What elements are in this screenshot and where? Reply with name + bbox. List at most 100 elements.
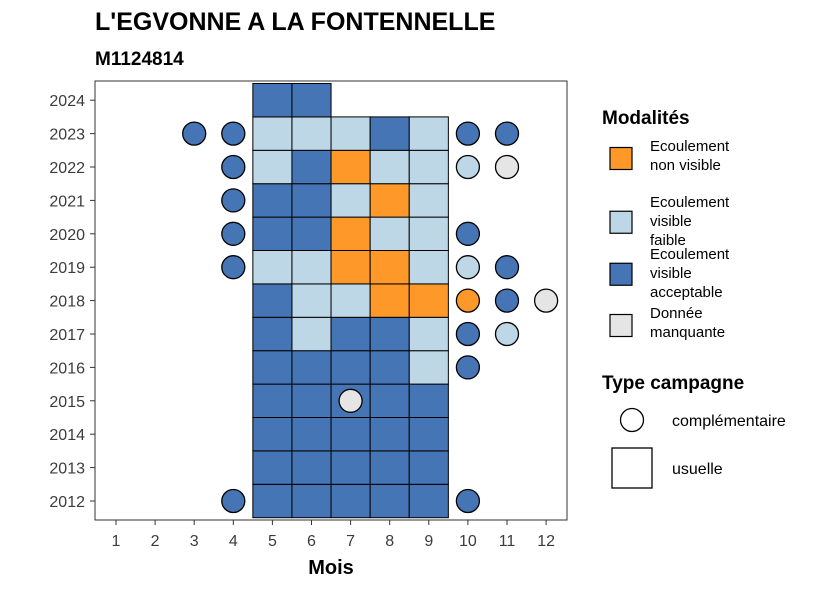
- tile-2015-6: [291, 383, 332, 419]
- point-2022-4: [221, 154, 246, 180]
- x-tick-label: 7: [346, 533, 355, 550]
- legend-item-ecoulement_visible_acceptable: Ecoulement visible acceptable: [609, 246, 730, 301]
- y-tick-label: 2018: [49, 294, 85, 311]
- legend-label: faible: [650, 232, 686, 249]
- tile-2014-8: [369, 417, 410, 452]
- legend-modalites: Ecoulement non visible Ecoulement visible fa…: [609, 138, 730, 341]
- tile-2017-6: [291, 316, 332, 352]
- legend-key-donnee_manquante: [609, 313, 633, 338]
- y-tick-label: 2024: [49, 93, 85, 110]
- legend-label: Ecoulement: [650, 194, 730, 211]
- point-2023-4: [221, 121, 246, 146]
- point-2019-11: [494, 255, 520, 280]
- legend-item-circle: complémentaire: [619, 407, 786, 433]
- point-2018-10: [455, 288, 481, 313]
- tile-2022-8: [369, 149, 410, 185]
- complementaire-points: [182, 121, 559, 514]
- legend-label: visible: [650, 213, 692, 230]
- legend-item-square: usuelle: [611, 447, 723, 489]
- tile-2015-9: [408, 383, 449, 419]
- y-axis: 2012 2013 2014 2015 2016 2017 2018 2019 2020 2021…: [49, 93, 95, 511]
- tile-2020-9: [408, 216, 449, 252]
- legend-item-ecoulement_non_visible: Ecoulement non visible: [609, 138, 730, 174]
- tile-2020-7: [330, 216, 371, 252]
- usuelle-tiles: [252, 83, 449, 519]
- tile-2020-5: [252, 216, 293, 252]
- tile-2020-6: [291, 216, 332, 252]
- tile-2013-8: [369, 450, 410, 485]
- x-tick-label: 2: [151, 533, 160, 550]
- chart-subtitle: M1124814: [95, 49, 184, 70]
- tile-2012-8: [369, 483, 410, 519]
- tile-2022-6: [291, 149, 332, 185]
- tile-2022-5: [252, 149, 293, 185]
- tile-2014-5: [252, 417, 293, 452]
- y-tick-label: 2015: [49, 394, 85, 411]
- y-tick-label: 2017: [49, 327, 85, 344]
- point-2022-11: [494, 154, 520, 180]
- legend-item-ecoulement_visible_faible: Ecoulement visible faible: [609, 194, 730, 249]
- tile-2012-7: [330, 483, 371, 519]
- tile-2013-6: [291, 450, 332, 485]
- legend-title-modalites: Modalités: [602, 108, 690, 129]
- tile-2017-8: [369, 316, 410, 352]
- tile-2023-9: [408, 116, 449, 151]
- y-tick-label: 2016: [49, 360, 85, 377]
- x-axis-label: Mois: [308, 557, 354, 579]
- y-tick-label: 2022: [49, 160, 85, 177]
- legend-label: acceptable: [650, 284, 723, 301]
- tile-2016-7: [330, 350, 371, 385]
- tile-2022-9: [408, 149, 449, 185]
- x-tick-label: 12: [537, 533, 555, 550]
- tile-2012-5: [252, 483, 293, 519]
- legend-label: visible: [650, 265, 692, 282]
- tile-2014-9: [408, 417, 449, 452]
- y-tick-label: 2021: [49, 193, 85, 210]
- tile-2017-5: [252, 316, 293, 352]
- x-tick-label: 11: [499, 533, 516, 550]
- tile-2023-5: [252, 116, 293, 151]
- x-tick-label: 3: [190, 533, 199, 550]
- tile-2014-7: [330, 417, 371, 452]
- tile-2024-6: [291, 83, 332, 118]
- tile-2016-8: [369, 350, 410, 385]
- legend-label: Donnée: [650, 305, 703, 322]
- legend-campagne: complémentaire usuelle: [611, 407, 786, 489]
- point-2018-11: [494, 288, 520, 313]
- tile-2024-5: [252, 83, 293, 118]
- point-2023-3: [182, 121, 207, 146]
- x-tick-label: 10: [459, 533, 477, 550]
- x-tick-label: 5: [268, 533, 277, 550]
- tile-2018-9: [408, 283, 449, 318]
- point-2021-4: [221, 188, 246, 213]
- tile-2016-9: [408, 350, 449, 385]
- point-2022-10: [455, 154, 481, 180]
- point-2019-10: [455, 255, 481, 280]
- tile-2020-8: [369, 216, 410, 252]
- tile-2013-7: [330, 450, 371, 485]
- point-2017-11: [494, 321, 520, 347]
- point-2020-4: [221, 221, 246, 246]
- point-2012-10: [455, 488, 481, 514]
- tile-2018-7: [330, 283, 371, 318]
- y-tick-label: 2023: [49, 127, 85, 144]
- tile-2014-6: [291, 417, 332, 452]
- tile-2021-5: [252, 183, 293, 218]
- y-tick-label: 2013: [49, 461, 85, 478]
- point-2016-10: [455, 355, 481, 380]
- tile-2018-5: [252, 283, 293, 318]
- point-2020-10: [455, 221, 481, 246]
- point-2023-11: [494, 121, 520, 146]
- plot-panel: [94, 80, 568, 521]
- point-2018-12: [533, 288, 559, 313]
- x-tick-label: 8: [385, 533, 394, 550]
- tile-2016-6: [291, 350, 332, 385]
- tile-2023-6: [291, 116, 332, 151]
- x-tick-label: 9: [424, 533, 433, 550]
- legend-label: Ecoulement: [650, 138, 730, 155]
- legend-key-ecoulement_visible_acceptable: [609, 262, 633, 286]
- legend-label: complémentaire: [672, 413, 786, 430]
- tile-2019-6: [291, 250, 332, 285]
- point-2019-4: [221, 255, 246, 280]
- tile-2017-7: [330, 316, 371, 352]
